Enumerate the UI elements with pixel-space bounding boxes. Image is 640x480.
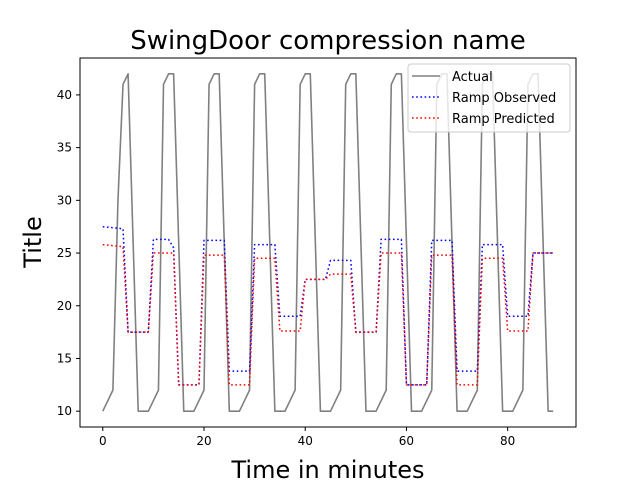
x-axis-label: Time in minutes (230, 456, 424, 480)
x-tick-label: 40 (298, 434, 313, 448)
legend-label: Ramp Predicted (452, 112, 555, 127)
y-tick-label: 25 (57, 246, 72, 260)
chart-title: SwingDoor compression name (130, 26, 526, 56)
series-line-ramp-predicted (102, 243, 554, 386)
y-tick-label: 40 (57, 88, 72, 102)
y-tick-label: 15 (57, 351, 72, 365)
y-tick-label: 10 (57, 404, 72, 418)
x-tick-label: 0 (99, 434, 107, 448)
legend-box (407, 63, 571, 133)
x-tick-label: 60 (399, 434, 414, 448)
x-axis-ticks: 0 20 40 60 80 (99, 427, 515, 448)
y-axis-ticks: 10 15 20 25 30 35 40 (57, 88, 80, 418)
x-tick-label: 80 (500, 434, 515, 448)
x-tick-label: 20 (196, 434, 211, 448)
axes-frame (79, 57, 577, 428)
y-axis-label: Title (19, 216, 47, 268)
y-tick-label: 20 (57, 299, 72, 313)
y-tick-label: 35 (57, 141, 72, 155)
y-tick-label: 30 (57, 193, 72, 207)
series-line-ramp-observed (102, 225, 554, 386)
legend-label: Ramp Observed (452, 91, 556, 106)
legend: Actual Ramp Observed Ramp Predicted (407, 63, 571, 133)
legend-label: Actual (452, 70, 493, 85)
